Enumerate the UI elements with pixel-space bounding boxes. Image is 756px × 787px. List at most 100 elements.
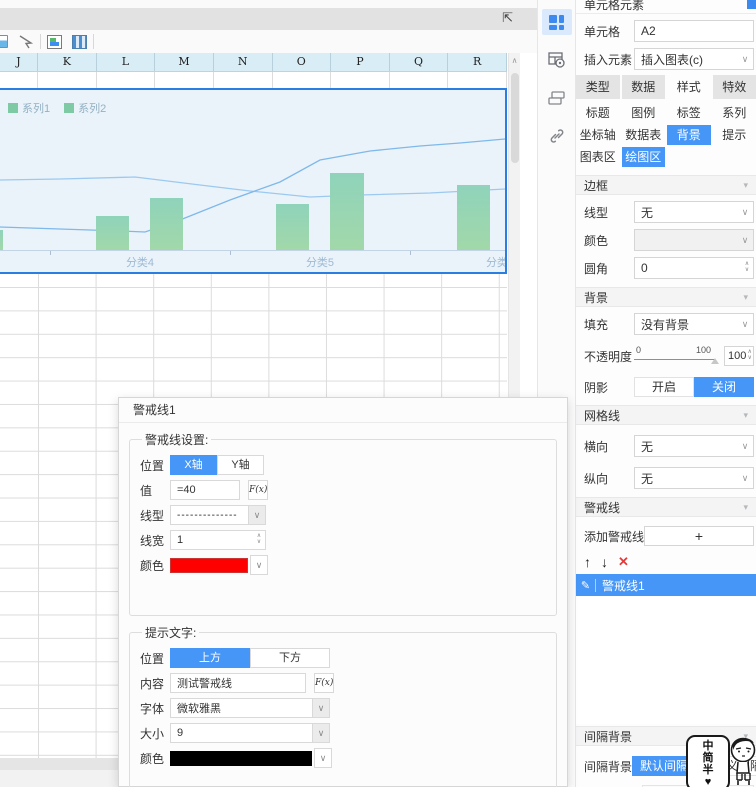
- chevron-down-icon: ∨: [741, 234, 749, 245]
- grid-layout-icon[interactable]: [541, 9, 572, 35]
- embedded-chart[interactable]: 分类4 分类5 分类6 系列1 系列2: [0, 88, 507, 274]
- subtab-tooltip[interactable]: 提示: [722, 128, 747, 142]
- section-border[interactable]: 边框 ▾: [576, 175, 756, 195]
- subtab-labels[interactable]: 标签: [676, 106, 701, 120]
- value-input[interactable]: =40: [170, 480, 240, 500]
- watermark: 中 简 半 ♥: [686, 733, 756, 787]
- scroll-up-icon[interactable]: ∧: [511, 56, 518, 65]
- linetype-select[interactable]: -------------- ∨: [170, 505, 266, 525]
- section-gridlines[interactable]: 网格线 ▾: [576, 405, 756, 425]
- linewidth-input[interactable]: 1 ∧ ∨: [170, 530, 266, 550]
- guardline-list-item[interactable]: ✎ 警戒线1: [576, 574, 756, 596]
- subtab-legend[interactable]: 图例: [631, 106, 656, 120]
- style-subtabs: 标题 图例 标签 系列 坐标轴 数据表 背景 提示 图表区 绘图区: [576, 103, 756, 167]
- legend-label: 系列2: [78, 103, 107, 115]
- column-header[interactable]: L: [97, 53, 156, 71]
- column-header[interactable]: N: [214, 53, 273, 71]
- collapse-icon[interactable]: ▾: [743, 179, 748, 190]
- column-header[interactable]: R: [448, 53, 507, 71]
- opacity-control: 0 100 100 ∧ ∨: [634, 345, 754, 367]
- line-color-swatch[interactable]: [170, 557, 248, 573]
- subtab-title[interactable]: 标题: [585, 106, 610, 120]
- column-header[interactable]: M: [155, 53, 214, 71]
- chevron-down-icon: ∨: [312, 699, 329, 717]
- cursor-icon[interactable]: [18, 34, 34, 50]
- move-down-icon[interactable]: ↓: [601, 554, 608, 570]
- color-dropdown-button[interactable]: ∨: [314, 748, 332, 768]
- layers-icon[interactable]: [542, 85, 572, 111]
- x-axis-button[interactable]: X轴: [170, 455, 217, 475]
- column-header[interactable]: P: [331, 53, 390, 71]
- spinner[interactable]: ∧ ∨: [747, 349, 752, 361]
- export-corner-icon[interactable]: ⇱: [502, 10, 513, 25]
- spinner[interactable]: ∧ ∨: [256, 533, 262, 545]
- font-select[interactable]: 微软雅黑 ∨: [170, 698, 330, 718]
- panel-header: 单元格元素: [576, 0, 756, 14]
- below-button[interactable]: 下方: [250, 648, 330, 668]
- shadow-on-button[interactable]: 开启: [634, 377, 694, 397]
- tab-style[interactable]: 样式: [667, 75, 711, 99]
- collapse-icon[interactable]: ▾: [743, 409, 748, 420]
- subtab-chart-area[interactable]: 图表区: [579, 150, 616, 164]
- subtab-datatable[interactable]: 数据表: [625, 128, 662, 142]
- border-radius-value: 0: [641, 261, 648, 275]
- insert-element-select[interactable]: 插入图表(c) ∨: [634, 48, 754, 70]
- y-axis-button[interactable]: Y轴: [217, 455, 264, 475]
- table-icon[interactable]: [72, 34, 87, 49]
- border-linetype-select[interactable]: 无 ∨: [634, 201, 754, 223]
- section-background[interactable]: 背景 ▾: [576, 287, 756, 307]
- link-icon[interactable]: [542, 123, 572, 149]
- fill-select[interactable]: 没有背景 ∨: [634, 313, 754, 335]
- spinner[interactable]: ∧ ∨: [744, 261, 750, 273]
- cell-input[interactable]: A2: [634, 20, 754, 42]
- tab-effects[interactable]: 特效: [712, 75, 756, 99]
- pencil-icon[interactable]: ✎: [576, 578, 596, 592]
- gridline-h-label: 横向: [584, 439, 609, 454]
- gridline-h-select[interactable]: 无 ∨: [634, 435, 754, 457]
- collapse-icon[interactable]: ▾: [743, 730, 748, 741]
- scrollbar-thumb[interactable]: [511, 73, 519, 163]
- subtab-axes[interactable]: 坐标轴: [579, 128, 616, 142]
- toolbar-separator: [93, 34, 94, 49]
- content-label: 内容: [140, 676, 165, 691]
- tab-data[interactable]: 数据: [621, 75, 665, 99]
- table-settings-icon[interactable]: [542, 47, 572, 73]
- color-dropdown-button[interactable]: ∨: [250, 555, 268, 575]
- collapse-icon[interactable]: ▾: [743, 501, 748, 512]
- section-border-label: 边框: [584, 178, 609, 193]
- subtab-series[interactable]: 系列: [722, 106, 747, 120]
- collapse-icon[interactable]: ▾: [743, 291, 748, 302]
- gridline-v-select[interactable]: 无 ∨: [634, 467, 754, 489]
- content-input[interactable]: 测试警戒线: [170, 673, 306, 693]
- image-icon[interactable]: [0, 35, 8, 48]
- formula-button[interactable]: F(x): [248, 480, 268, 500]
- subtab-plot-area[interactable]: 绘图区: [621, 147, 665, 167]
- column-header[interactable]: J: [0, 53, 38, 71]
- shadow-off-button[interactable]: 关闭: [694, 377, 754, 397]
- subtab-background[interactable]: 背景: [667, 125, 711, 145]
- above-button[interactable]: 上方: [170, 648, 250, 668]
- column-header[interactable]: K: [38, 53, 97, 71]
- dialog-title: 警戒线1: [119, 398, 567, 423]
- column-header[interactable]: O: [273, 53, 332, 71]
- column-header[interactable]: Q: [390, 53, 449, 71]
- border-color-select[interactable]: ∨: [634, 229, 754, 251]
- column-headers[interactable]: J K L M N O P Q R: [0, 53, 507, 72]
- slider-handle-icon[interactable]: [711, 358, 719, 364]
- size-select[interactable]: 9 ∨: [170, 723, 330, 743]
- section-guardline[interactable]: 警戒线 ▾: [576, 497, 756, 517]
- delete-icon[interactable]: ✕: [618, 554, 629, 569]
- formula-button[interactable]: F(x): [314, 673, 334, 693]
- interval-default-button[interactable]: 默认间隔: [632, 756, 697, 776]
- border-radius-input[interactable]: 0 ∧ ∨: [634, 257, 754, 279]
- add-guardline-button[interactable]: +: [644, 526, 754, 546]
- border-radius-label: 圆角: [584, 261, 609, 276]
- move-up-icon[interactable]: ↑: [584, 554, 591, 570]
- opacity-slider[interactable]: 0 100: [634, 345, 721, 367]
- text-color-swatch[interactable]: [170, 750, 312, 766]
- opacity-input[interactable]: 100 ∧ ∨: [724, 346, 754, 366]
- watermark-text: 简: [702, 752, 714, 764]
- tab-type[interactable]: 类型: [576, 75, 620, 99]
- sheet-row[interactable]: [0, 72, 507, 88]
- chart-icon[interactable]: [47, 34, 62, 49]
